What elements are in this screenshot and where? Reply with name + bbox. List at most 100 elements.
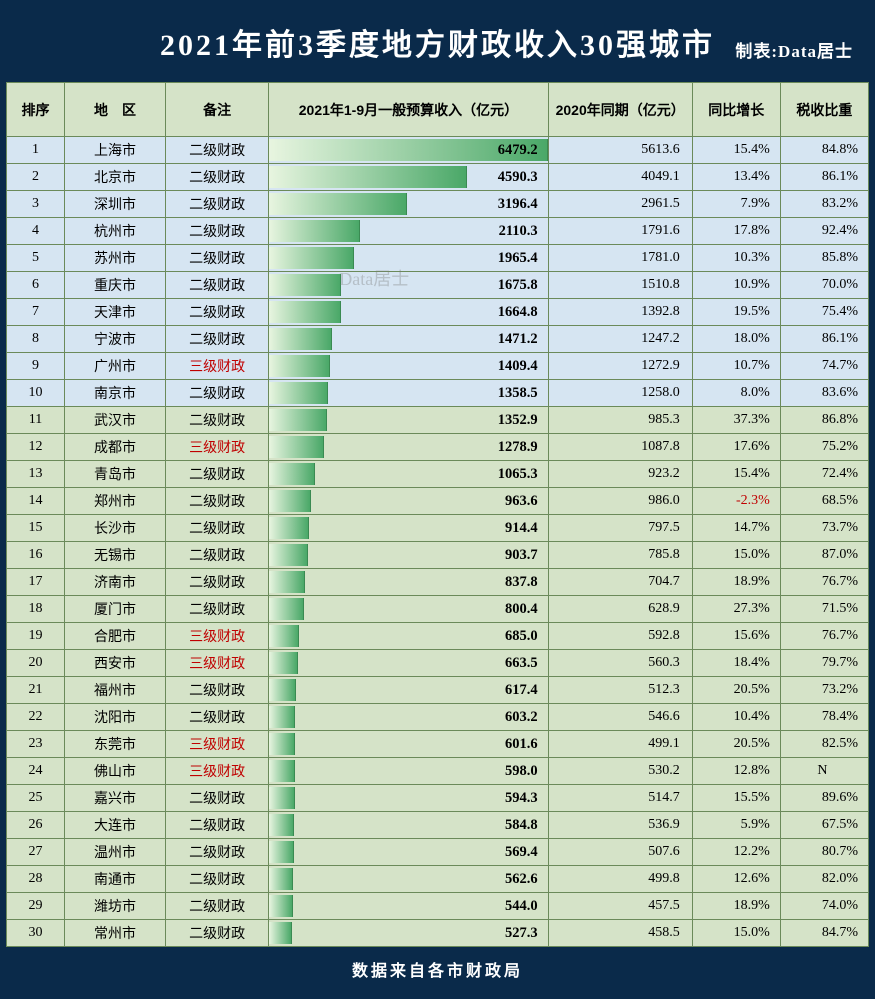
rev-value: 569.4 [269,839,547,865]
cell-rank: 23 [7,731,65,758]
cell-rev2020: 1087.8 [548,434,692,461]
cell-rank: 18 [7,596,65,623]
cell-note: 二级财政 [166,839,269,866]
table-row: 29潍坊市二级财政544.0457.518.9%74.0% [7,893,869,920]
cell-note: 三级财政 [166,434,269,461]
cell-note: 二级财政 [166,326,269,353]
rev-value: 4590.3 [269,164,547,190]
table-row: 13青岛市二级财政1065.3923.215.4%72.4% [7,461,869,488]
cell-note: 二级财政 [166,164,269,191]
table-row: 3深圳市二级财政3196.42961.57.9%83.2% [7,191,869,218]
table-row: 19合肥市三级财政685.0592.815.6%76.7% [7,623,869,650]
cell-rank: 20 [7,650,65,677]
table-row: 27温州市二级财政569.4507.612.2%80.7% [7,839,869,866]
col-tax: 税收比重 [780,83,868,137]
cell-rev2020: 1258.0 [548,380,692,407]
rev-value: 903.7 [269,542,547,568]
cell-rank: 19 [7,623,65,650]
table-row: 15长沙市二级财政914.4797.514.7%73.7% [7,515,869,542]
table-row: 24佛山市三级财政598.0530.212.8%N [7,758,869,785]
main-title: 2021年前3季度地方财政收入30强城市 [160,20,715,64]
rev-value: 1065.3 [269,461,547,487]
cell-growth: 18.0% [692,326,780,353]
cell-tax: 72.4% [780,461,868,488]
cell-rank: 6 [7,272,65,299]
cell-note: 二级财政 [166,569,269,596]
cell-growth: 12.8% [692,758,780,785]
cell-growth: 12.6% [692,866,780,893]
cell-note: 二级财政 [166,785,269,812]
cell-rev2021: 2110.3 [269,218,548,245]
rev-value: 1278.9 [269,434,547,460]
table-row: 4杭州市二级财政2110.31791.617.8%92.4% [7,218,869,245]
cell-rev2020: 514.7 [548,785,692,812]
cell-growth: 10.7% [692,353,780,380]
table-row: 25嘉兴市二级财政594.3514.715.5%89.6% [7,785,869,812]
cell-rank: 4 [7,218,65,245]
cell-growth: 10.3% [692,245,780,272]
cell-tax: 76.7% [780,623,868,650]
table-row: 14郑州市二级财政963.6986.0-2.3%68.5% [7,488,869,515]
cell-growth: 20.5% [692,677,780,704]
rev-value: 601.6 [269,731,547,757]
cell-growth: 17.6% [692,434,780,461]
rev-value: 837.8 [269,569,547,595]
table-row: 12成都市三级财政1278.91087.817.6%75.2% [7,434,869,461]
cell-rank: 21 [7,677,65,704]
cell-tax: 70.0% [780,272,868,299]
cell-rev2020: 530.2 [548,758,692,785]
cell-note: 二级财政 [166,596,269,623]
cell-rank: 27 [7,839,65,866]
rev-value: 1675.8 [269,272,547,298]
cell-tax: 87.0% [780,542,868,569]
cell-rev2020: 1247.2 [548,326,692,353]
cell-rev2020: 1781.0 [548,245,692,272]
cell-growth: 13.4% [692,164,780,191]
rev-value: 963.6 [269,488,547,514]
cell-region: 宁波市 [65,326,166,353]
cell-rev2020: 1791.6 [548,218,692,245]
title-bar: 2021年前3季度地方财政收入30强城市 制表:Data居士 [6,6,869,82]
cell-note: 二级财政 [166,704,269,731]
cell-note: 三级财政 [166,623,269,650]
rev-value: 527.3 [269,920,547,946]
table-row: 17济南市二级财政837.8704.718.9%76.7% [7,569,869,596]
cell-growth: 15.4% [692,137,780,164]
cell-rev2020: 704.7 [548,569,692,596]
table-row: 30常州市二级财政527.3458.515.0%84.7% [7,920,869,947]
cell-rev2020: 4049.1 [548,164,692,191]
cell-region: 武汉市 [65,407,166,434]
cell-region: 杭州市 [65,218,166,245]
cell-tax: 71.5% [780,596,868,623]
col-region: 地 区 [65,83,166,137]
rev-value: 594.3 [269,785,547,811]
header-row: 排序 地 区 备注 2021年1-9月一般预算收入（亿元） 2020年同期（亿元… [7,83,869,137]
cell-rev2020: 2961.5 [548,191,692,218]
cell-growth: 15.0% [692,920,780,947]
cell-note: 二级财政 [166,893,269,920]
cell-rev2021: 1965.4 [269,245,548,272]
cell-growth: 5.9% [692,812,780,839]
rev-value: 1352.9 [269,407,547,433]
cell-growth: 12.2% [692,839,780,866]
rev-value: 2110.3 [269,218,547,244]
cell-tax: 84.8% [780,137,868,164]
cell-rank: 2 [7,164,65,191]
cell-growth: 18.9% [692,569,780,596]
cell-rev2021: 903.7 [269,542,548,569]
credit-label: 制表:Data居士 [735,37,853,62]
cell-rev2021: 1065.3 [269,461,548,488]
cell-note: 二级财政 [166,299,269,326]
rev-value: 617.4 [269,677,547,703]
cell-growth: 19.5% [692,299,780,326]
cell-region: 东莞市 [65,731,166,758]
cell-tax: 76.7% [780,569,868,596]
cell-rev2021: 603.2 [269,704,548,731]
cell-region: 青岛市 [65,461,166,488]
cell-rev2021: 594.3 [269,785,548,812]
cell-note: 三级财政 [166,353,269,380]
rev-value: 544.0 [269,893,547,919]
cell-rank: 13 [7,461,65,488]
cell-tax: 74.0% [780,893,868,920]
cell-note: 三级财政 [166,758,269,785]
